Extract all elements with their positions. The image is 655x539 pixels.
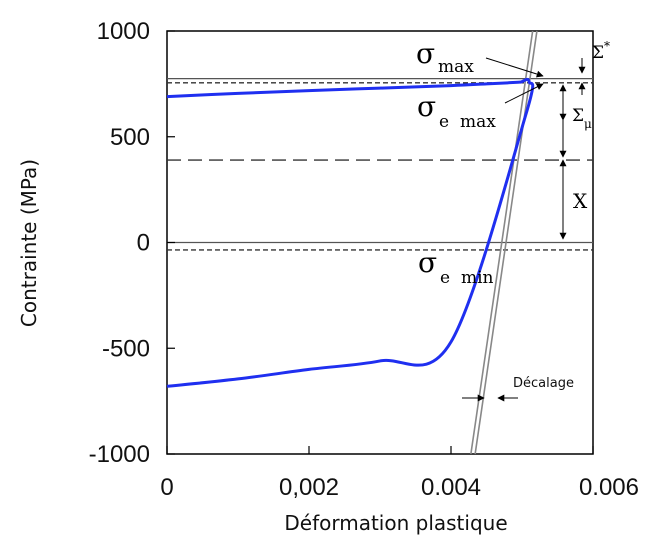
x-axis: 0 0,002 0.004 0.006 bbox=[160, 446, 639, 501]
offset-label: Décalage bbox=[513, 376, 574, 391]
y-tick-label: 0 bbox=[137, 230, 150, 257]
x-axis-label: Déformation plastique bbox=[284, 511, 507, 535]
elastic-line bbox=[474, 30, 538, 455]
y-tick-label: 500 bbox=[110, 124, 150, 151]
x-label: X bbox=[573, 189, 588, 213]
annotation-sigma-emin: σ e min bbox=[418, 246, 494, 288]
annotation-offset: Décalage bbox=[462, 376, 574, 402]
sigma-star-superscript: * bbox=[604, 39, 610, 53]
sigma-emin-sub-e: e bbox=[440, 268, 450, 288]
sigma-emax-sub-max: max bbox=[460, 112, 496, 132]
elastic-lines bbox=[470, 30, 538, 455]
sigma-emax-symbol: σ bbox=[417, 90, 436, 123]
series-group bbox=[166, 77, 535, 388]
annotation-sigma-emax: σ e max bbox=[417, 83, 544, 132]
sigma-mu-subscript: μ bbox=[584, 117, 592, 131]
x-tick-label: 0 bbox=[160, 474, 173, 501]
sigma-emin-symbol: σ bbox=[418, 246, 437, 279]
sigma-mu-symbol: Σ bbox=[572, 106, 584, 126]
reference-lines bbox=[167, 77, 593, 251]
sigma-max-subscript: max bbox=[438, 57, 474, 77]
x-tick-label: 0.006 bbox=[579, 474, 639, 501]
sigma-max-symbol: σ bbox=[416, 37, 435, 70]
y-axis-label: Contrainte (MPa) bbox=[17, 159, 41, 327]
y-tick-label: -500 bbox=[102, 335, 150, 362]
sigma-max-arrow bbox=[485, 57, 544, 78]
series-line bbox=[166, 77, 535, 388]
y-tick-label: -1000 bbox=[89, 441, 150, 468]
annotation-sigma-mu: Σ μ bbox=[559, 84, 592, 158]
sigma-emax-sub-e: e bbox=[439, 112, 449, 132]
annotation-sigma-max: σ max bbox=[416, 37, 544, 78]
sigma-star-symbol: Σ bbox=[592, 43, 604, 63]
x-tick-label: 0,002 bbox=[279, 474, 339, 501]
annotation-x: X bbox=[559, 159, 588, 240]
sigma-emin-sub-min: min bbox=[461, 268, 494, 288]
y-axis: -1000 -500 0 500 1000 bbox=[89, 18, 175, 468]
elastic-line bbox=[470, 30, 534, 455]
sigma-emax-arrow bbox=[504, 83, 544, 104]
y-tick-label: 1000 bbox=[97, 18, 150, 45]
annotation-sigma-star: Σ * bbox=[578, 39, 610, 95]
x-tick-label: 0.004 bbox=[421, 474, 481, 501]
